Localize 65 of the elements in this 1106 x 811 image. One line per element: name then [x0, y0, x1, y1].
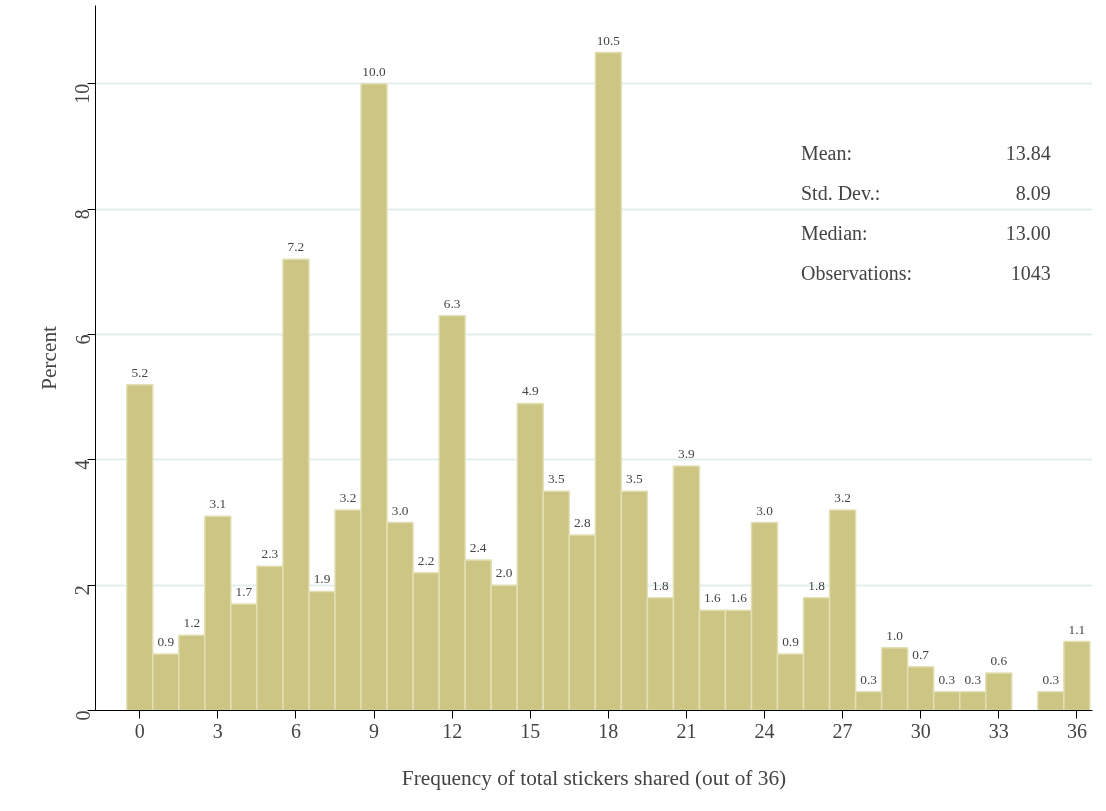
data-label: 1.1 [1068, 621, 1086, 637]
data-label: 3.2 [834, 489, 851, 505]
data-label: 0.6 [990, 652, 1008, 668]
y-tick-label: 10 [71, 83, 94, 104]
data-label: 2.0 [495, 565, 513, 581]
x-tick-label: 3 [212, 719, 223, 742]
data-label: 1.6 [730, 590, 748, 606]
annotation: Mean: [800, 141, 853, 164]
x-tick-label: 15 [520, 719, 541, 742]
data-label: 10.5 [596, 32, 621, 48]
x-tick-label: 18 [598, 719, 619, 742]
data-label: 1.8 [652, 577, 670, 593]
data-label: 5.2 [131, 364, 149, 380]
data-label: 0.9 [157, 634, 175, 650]
data-label: 1.7 [235, 583, 253, 599]
annotation: 13.84 [1005, 141, 1051, 164]
x-tick-label: 0 [134, 719, 145, 742]
data-label: 3.0 [391, 502, 409, 518]
data-label: 1.6 [704, 590, 722, 606]
data-label: 6.3 [443, 295, 461, 311]
data-label: 3.0 [756, 502, 774, 518]
x-tick-label: 12 [442, 719, 463, 742]
y-tick-label: 0 [71, 710, 94, 721]
x-tick-label: 27 [832, 719, 853, 742]
annotation: 8.09 [1015, 181, 1051, 204]
data-label: 3.5 [626, 471, 644, 487]
x-tick-label: 6 [290, 719, 301, 742]
y-tick-label: 2 [71, 585, 94, 596]
data-label: 1.2 [183, 615, 201, 631]
y-tick-label: 8 [71, 209, 94, 220]
annotation: Std. Dev.: [800, 181, 881, 204]
y-tick-label: 6 [71, 334, 94, 345]
x-tick-label: 9 [369, 719, 380, 742]
x-tick-label: 24 [754, 719, 775, 742]
data-label: 2.3 [261, 546, 279, 562]
data-label: 4.9 [521, 383, 539, 399]
data-label: 3.1 [209, 496, 227, 512]
x-axis-title: Frequency of total stickers shared (out of 36) [401, 765, 787, 790]
data-label: 1.9 [313, 571, 331, 587]
annotation: Observations: [800, 262, 913, 285]
x-tick-label: 21 [676, 719, 697, 742]
data-label: 2.8 [573, 515, 591, 531]
y-axis-title: Percent [36, 325, 61, 390]
data-label: 0.3 [938, 671, 956, 687]
x-tick-label: 33 [988, 719, 1009, 742]
y-tick-label: 4 [71, 459, 94, 470]
annotation: 13.00 [1005, 221, 1051, 244]
data-label: 1.8 [808, 577, 826, 593]
data-label: 0.3 [964, 671, 982, 687]
data-label: 0.3 [1042, 671, 1060, 687]
data-label: 10.0 [362, 63, 387, 79]
data-label: 2.4 [469, 540, 487, 556]
annotation: 1043 [1010, 262, 1051, 285]
data-label: 2.2 [417, 552, 435, 568]
data-label: 7.2 [287, 239, 305, 255]
data-label: 3.5 [547, 471, 565, 487]
data-label: 3.2 [339, 489, 357, 505]
x-tick-label: 36 [1066, 719, 1087, 742]
data-label: 1.0 [886, 627, 904, 643]
x-tick-label: 30 [910, 719, 931, 742]
data-label: 0.3 [860, 671, 878, 687]
data-label: 0.9 [782, 634, 800, 650]
annotation: Median: [800, 221, 868, 244]
data-label: 0.7 [912, 646, 930, 662]
data-label: 3.9 [678, 446, 696, 462]
